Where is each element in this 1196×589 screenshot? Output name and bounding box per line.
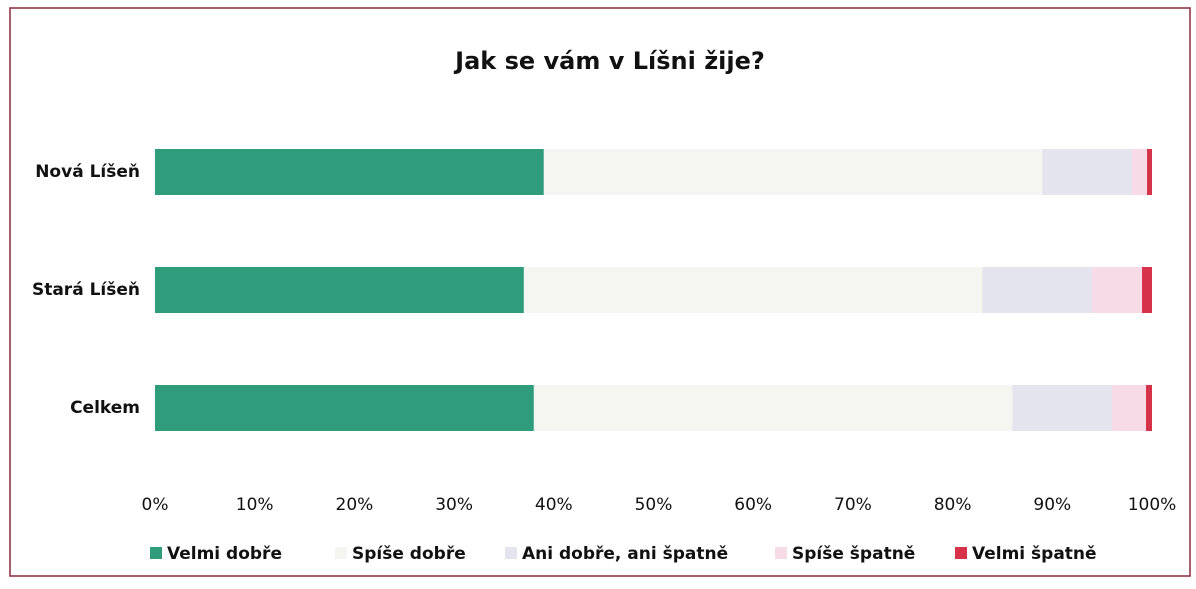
bar-segment [155,267,524,313]
bar-segment [1012,385,1113,431]
x-tick-label: 50% [635,495,673,515]
x-tick-label: 30% [435,495,473,515]
bar-segment [1042,149,1133,195]
y-tick-label: Nová Líšeň [35,162,140,182]
legend-label: Velmi dobře [167,544,282,564]
legend-swatch [150,547,162,559]
x-tick-label: 0% [142,495,169,515]
legend-swatch [775,547,787,559]
bar-segment [543,149,1043,195]
bar-segment [1112,385,1147,431]
y-tick-label: Celkem [70,398,140,418]
x-tick-label: 60% [734,495,772,515]
x-tick-label: 90% [1033,495,1071,515]
bar-segment [155,385,534,431]
legend-swatch [955,547,967,559]
x-tick-label: 10% [236,495,274,515]
x-tick-label: 40% [535,495,573,515]
x-tick-label: 100% [1128,495,1177,515]
chart-title: Jak se vám v Líšni žije? [453,47,765,75]
frame [9,7,1191,577]
legend-label: Spíše špatně [792,544,915,564]
x-tick-label: 70% [834,495,872,515]
x-tick-label: 20% [336,495,374,515]
x-tick-label: 80% [934,495,972,515]
bar-segment [1132,149,1148,195]
bar-segment [533,385,1013,431]
legend-swatch [335,547,347,559]
legend-label: Velmi špatně [972,544,1097,564]
bar-segment [1146,385,1152,431]
y-tick-label: Stará Líšeň [32,280,140,300]
bar-segment [982,267,1093,313]
bar-segment [1092,267,1143,313]
bar-segment [523,267,983,313]
bar-segment [1147,149,1152,195]
legend-label: Ani dobře, ani špatně [522,544,728,564]
legend-swatch [505,547,517,559]
legend-label: Spíše dobře [352,544,466,564]
bar-segment [1142,267,1152,313]
bar-segment [155,149,544,195]
